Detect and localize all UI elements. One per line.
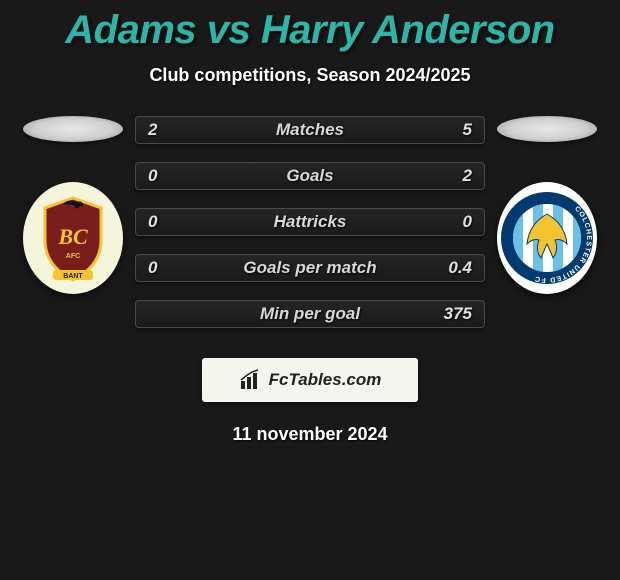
bar-chart-icon — [239, 369, 261, 391]
stat-label: Goals per match — [243, 258, 376, 278]
right-side: COLCHESTER UNITED FC — [497, 116, 597, 294]
stat-label: Matches — [276, 120, 344, 140]
stat-left-value: 0 — [148, 258, 157, 278]
stat-right-value: 0.4 — [448, 258, 472, 278]
player-ellipse-right — [497, 116, 597, 142]
subtitle: Club competitions, Season 2024/2025 — [0, 65, 620, 86]
team-badge-right: COLCHESTER UNITED FC — [497, 182, 597, 294]
club-crest-icon: COLCHESTER UNITED FC — [499, 190, 595, 286]
stat-left-value: 0 — [148, 166, 157, 186]
svg-text:BC: BC — [57, 224, 88, 249]
stat-row-matches: 2 Matches 5 — [135, 116, 485, 144]
page-title: Adams vs Harry Anderson — [0, 0, 620, 53]
stat-left-value: 2 — [148, 120, 157, 140]
stat-left-value: 0 — [148, 212, 157, 232]
stat-right-value: 2 — [463, 166, 472, 186]
stat-row-min-per-goal: Min per goal 375 — [135, 300, 485, 328]
main-content: BC AFC BANT 2 Matches 5 0 Goals 2 0 Hatt… — [0, 116, 620, 328]
stat-right-value: 5 — [463, 120, 472, 140]
stat-right-value: 375 — [444, 304, 472, 324]
svg-text:BANT: BANT — [63, 273, 83, 280]
branding-box: FcTables.com — [202, 358, 418, 402]
stat-row-goals: 0 Goals 2 — [135, 162, 485, 190]
stat-label: Hattricks — [274, 212, 347, 232]
svg-text:AFC: AFC — [66, 253, 80, 260]
left-side: BC AFC BANT — [23, 116, 123, 294]
stat-label: Min per goal — [260, 304, 360, 324]
stat-row-goals-per-match: 0 Goals per match 0.4 — [135, 254, 485, 282]
footer-date: 11 november 2024 — [0, 424, 620, 445]
player-ellipse-left — [23, 116, 123, 142]
branding-text: FcTables.com — [269, 370, 382, 390]
team-badge-left: BC AFC BANT — [23, 182, 123, 294]
shield-icon: BC AFC BANT — [33, 192, 113, 284]
stat-right-value: 0 — [463, 212, 472, 232]
stats-table: 2 Matches 5 0 Goals 2 0 Hattricks 0 0 Go… — [135, 116, 485, 328]
stat-label: Goals — [286, 166, 333, 186]
stat-row-hattricks: 0 Hattricks 0 — [135, 208, 485, 236]
